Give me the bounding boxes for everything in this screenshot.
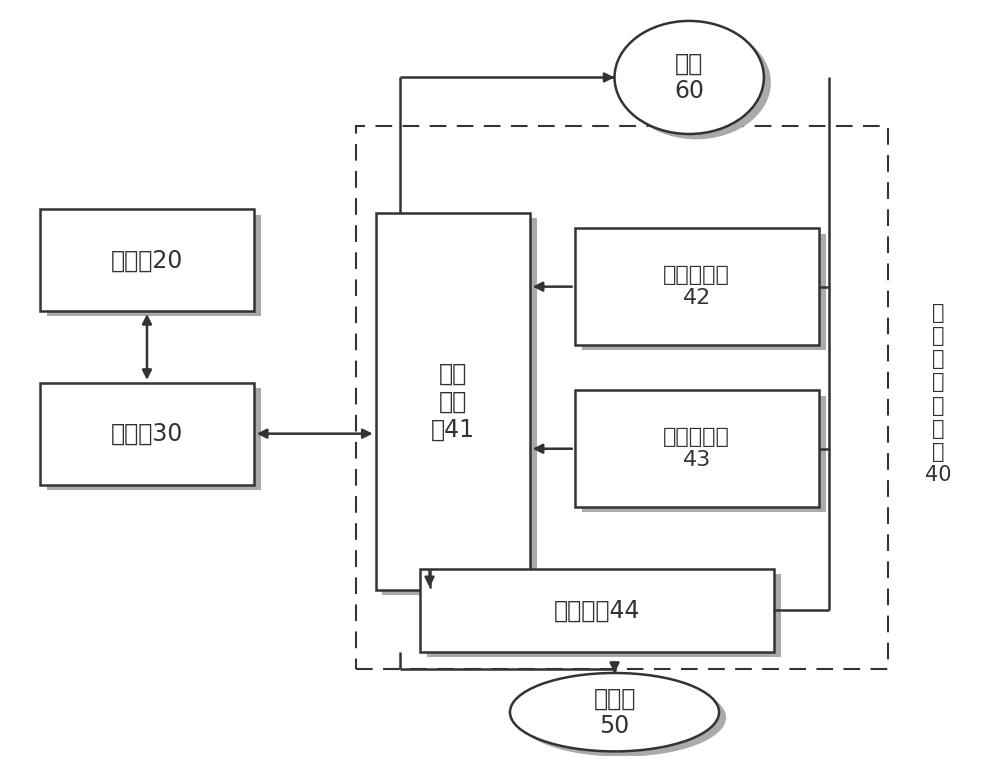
Text: 湿度传感器
43: 湿度传感器 43 xyxy=(663,427,730,470)
Text: 前置机20: 前置机20 xyxy=(111,249,183,272)
Bar xyxy=(582,233,826,350)
Text: 风扇
60: 风扇 60 xyxy=(674,52,704,103)
Bar xyxy=(582,396,826,512)
Bar xyxy=(575,228,819,345)
Bar xyxy=(382,218,537,595)
Ellipse shape xyxy=(510,673,719,751)
Text: 核心
控制
板41: 核心 控制 板41 xyxy=(431,362,475,441)
Ellipse shape xyxy=(615,21,764,134)
Bar xyxy=(376,213,530,590)
Bar xyxy=(40,209,254,311)
Bar xyxy=(575,390,819,507)
Bar xyxy=(427,575,781,657)
Bar xyxy=(47,215,261,316)
Ellipse shape xyxy=(517,678,726,756)
Text: 温
湿
度
监
控
装
置
40: 温 湿 度 监 控 装 置 40 xyxy=(925,303,951,485)
Bar xyxy=(356,127,888,669)
Text: 交换机30: 交换机30 xyxy=(111,421,183,446)
Text: 温度传感器
42: 温度传感器 42 xyxy=(663,265,730,309)
Ellipse shape xyxy=(621,27,771,139)
Bar xyxy=(40,383,254,484)
Bar xyxy=(47,388,261,490)
Text: 加热器
50: 加热器 50 xyxy=(593,686,636,738)
Bar xyxy=(420,569,774,652)
Text: 电源模块44: 电源模块44 xyxy=(554,598,640,622)
